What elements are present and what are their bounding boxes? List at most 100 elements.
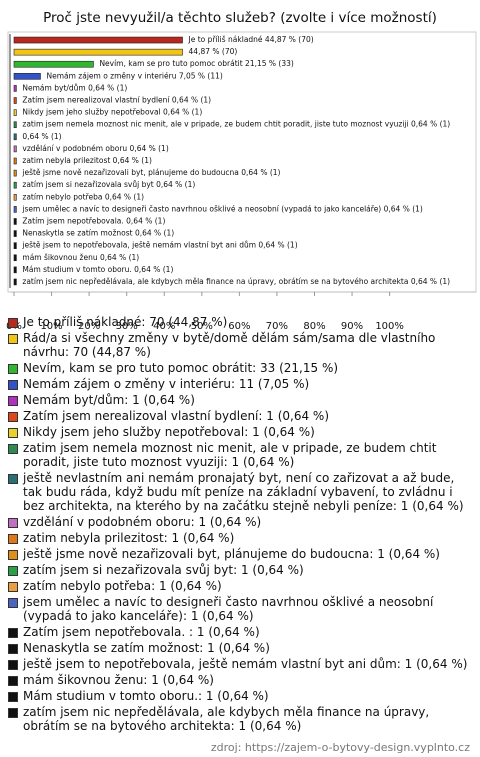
bar bbox=[13, 97, 17, 104]
legend-item: Nenaskytla se zatím možnost: 1 (0,64 %) bbox=[8, 641, 470, 655]
legend-item: jsem umělec a navíc to designeři často n… bbox=[8, 595, 470, 623]
legend-swatch bbox=[8, 566, 18, 576]
legend-label: Zatím jsem nerealizoval vlastní bydlení:… bbox=[23, 409, 329, 423]
legend-swatch bbox=[8, 644, 18, 654]
bar bbox=[13, 181, 17, 189]
bar-label: zatím jsem si nezařizovala svůj byt 0,64… bbox=[22, 180, 195, 189]
legend-label: Nikdy jsem jeho služby nepotřeboval: 1 (… bbox=[23, 425, 315, 439]
bar bbox=[13, 206, 17, 213]
x-tick-label: 60% bbox=[228, 321, 250, 332]
legend-label: zatím jsem si nezařizovala svůj byt: 1 (… bbox=[23, 563, 304, 577]
legend-item: zatím nebylo potřeba: 1 (0,64 %) bbox=[8, 579, 470, 593]
bar bbox=[13, 85, 17, 92]
bar-label: Nemám zájem o změny v interiéru 7,05 % (… bbox=[46, 71, 222, 80]
x-tick-label: 10% bbox=[40, 321, 62, 332]
legend-item: Nevím, kam se pro tuto pomoc obrátit: 33… bbox=[8, 361, 470, 375]
legend-item: Nemám byt/dům: 1 (0,64 %) bbox=[8, 393, 470, 407]
legend-item: zatím jsem si nezařizovala svůj byt: 1 (… bbox=[8, 563, 470, 577]
bar bbox=[13, 133, 17, 141]
bar bbox=[13, 109, 17, 116]
legend-swatch bbox=[8, 582, 18, 592]
legend-item: Je to příliš nákladné: 70 (44,87 %) bbox=[8, 315, 470, 329]
bar-label: Zatím jsem nepotřebovala. 0,64 % (1) bbox=[22, 216, 165, 225]
legend-label: zatim jsem nemela moznost nic menit, ale… bbox=[23, 441, 437, 469]
legend-swatch bbox=[8, 660, 18, 670]
legend-label: Je to příliš nákladné: 70 (44,87 %) bbox=[23, 315, 228, 329]
bar-label: zatím jsem nic nepředělávala, ale kdybyc… bbox=[22, 277, 450, 286]
bar-label: zatim nebyla prilezitost 0,64 % (1) bbox=[22, 156, 152, 165]
bar-label: vzdělání v podobném oboru 0,64 % (1) bbox=[22, 144, 168, 153]
bar-label: zatim jsem nemela moznost nic menit, ale… bbox=[22, 120, 450, 129]
legend-label: zatim nebyla prilezitost: 1 (0,64 %) bbox=[23, 531, 235, 545]
legend-swatch bbox=[8, 598, 18, 608]
bar bbox=[13, 266, 17, 274]
bar-label: 44,87 % (70) bbox=[189, 47, 238, 56]
legend-label: mám šikovnou ženu: 1 (0,64 %) bbox=[23, 673, 214, 687]
bar-label: Je to příliš nákladné 44,87 % (70) bbox=[188, 35, 314, 44]
x-tick-label: 70% bbox=[266, 321, 288, 332]
bar bbox=[13, 36, 183, 44]
legend-item: mám šikovnou ženu: 1 (0,64 %) bbox=[8, 673, 470, 687]
legend-label: Rád/a si všechny změny v bytě/domě dělám… bbox=[23, 331, 436, 359]
legend-swatch bbox=[8, 396, 18, 406]
legend-item: ještě nevlastním ani nemám pronajatý byt… bbox=[8, 471, 470, 513]
chart: Proč jste nevyužil/a těchto služeb? (zvo… bbox=[6, 10, 477, 332]
bar bbox=[13, 145, 17, 153]
legend-label: zatím nebylo potřeba: 1 (0,64 %) bbox=[23, 579, 222, 593]
bar-label: Nikdy jsem jeho služby nepotřeboval 0,64… bbox=[22, 108, 202, 117]
bar-label: zatím nebylo potřeba 0,64 % (1) bbox=[22, 192, 144, 201]
legend-item: zatim jsem nemela moznost nic menit, ale… bbox=[8, 441, 470, 469]
legend-item: Rád/a si všechny změny v bytě/domě dělám… bbox=[8, 331, 470, 359]
bar-label: Mám studium v tomto oboru. 0,64 % (1) bbox=[22, 265, 173, 274]
x-tick-label: 20% bbox=[78, 321, 100, 332]
legend-label: Zatím jsem nepotřebovala. : 1 (0,64 %) bbox=[23, 625, 260, 639]
bar-label: ještě jsme nově nezařizovali byt, plánuj… bbox=[21, 168, 280, 177]
bar bbox=[13, 230, 17, 237]
legend-item: Mám studium v tomto oboru.: 1 (0,64 %) bbox=[8, 689, 470, 703]
legend-item: Nemám zájem o změny v interiéru: 11 (7,0… bbox=[8, 377, 470, 391]
legend-swatch bbox=[8, 474, 18, 484]
legend-swatch bbox=[8, 412, 18, 422]
bar-label: Nevím, kam se pro tuto pomoc obrátit 21,… bbox=[99, 59, 293, 68]
bar bbox=[13, 60, 94, 68]
bar bbox=[13, 157, 17, 165]
bar bbox=[13, 218, 17, 225]
bar-label: jsem umělec a navíc to designeři často n… bbox=[21, 204, 423, 213]
bar bbox=[13, 193, 17, 201]
bar bbox=[13, 121, 17, 129]
legend-item: ještě jsem to nepotřebovala, ještě nemám… bbox=[8, 657, 470, 671]
legend-swatch bbox=[8, 334, 18, 344]
legend-item: Zatím jsem nepotřebovala. : 1 (0,64 %) bbox=[8, 625, 470, 639]
legend-swatch bbox=[8, 708, 18, 718]
source: zdroj: https://zajem-o-bytovy-design.vyp… bbox=[210, 741, 470, 754]
x-tick-label: 30% bbox=[116, 321, 138, 332]
legend-label: Nenaskytla se zatím možnost: 1 (0,64 %) bbox=[23, 641, 270, 655]
legend-label: jsem umělec a navíc to designeři často n… bbox=[23, 595, 434, 623]
bar bbox=[13, 48, 183, 56]
legend-label: ještě jsme nově nezařizovali byt, plánuj… bbox=[23, 547, 440, 561]
legend-swatch bbox=[8, 380, 18, 390]
bar bbox=[13, 254, 17, 262]
x-tick-label: 90% bbox=[341, 321, 363, 332]
legend-swatch bbox=[8, 364, 18, 374]
legend-label: Nemám zájem o změny v interiéru: 11 (7,0… bbox=[23, 377, 310, 391]
legend-swatch bbox=[8, 676, 18, 686]
bar-label: Nemám byt/dům 0,64 % (1) bbox=[22, 83, 127, 92]
legend-swatch bbox=[8, 444, 18, 454]
bar-label: Zatím jsem nerealizoval vlastní bydlení … bbox=[22, 96, 211, 105]
legend-swatch bbox=[8, 318, 18, 328]
legend-label: zatím jsem nic nepředělávala, ale kdybyc… bbox=[23, 705, 430, 733]
legend-swatch bbox=[8, 534, 18, 544]
x-tick-label: 40% bbox=[153, 321, 175, 332]
chart-title: Proč jste nevyužil/a těchto služeb? (zvo… bbox=[43, 10, 437, 26]
legend-item: ještě jsme nově nezařizovali byt, plánuj… bbox=[8, 547, 470, 561]
legend-item: zatím jsem nic nepředělávala, ale kdybyc… bbox=[8, 705, 470, 733]
legend-item: Zatím jsem nerealizoval vlastní bydlení:… bbox=[8, 409, 470, 423]
legend-item: vzdělání v podobném oboru: 1 (0,64 %) bbox=[8, 515, 470, 529]
legend-label: Nemám byt/dům: 1 (0,64 %) bbox=[23, 393, 195, 407]
legend-label: Mám studium v tomto oboru.: 1 (0,64 %) bbox=[23, 689, 269, 703]
bar-label: 0,64 % (1) bbox=[22, 132, 61, 141]
legend-label: vzdělání v podobném oboru: 1 (0,64 %) bbox=[23, 515, 262, 529]
bar bbox=[13, 242, 17, 249]
bar-label: Nenaskytla se zatím možnost 0,64 % (1) bbox=[22, 229, 174, 238]
